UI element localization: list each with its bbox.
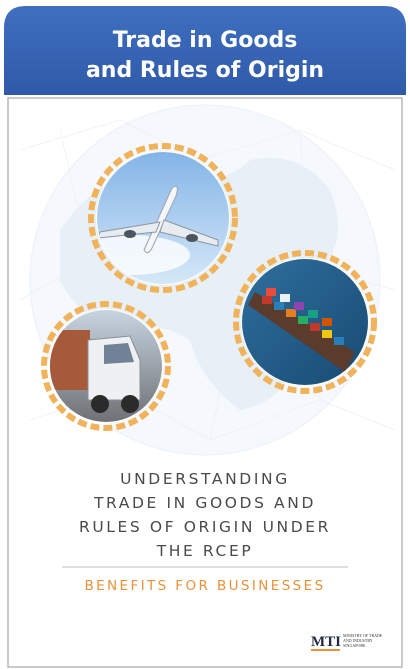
logo-underline (311, 649, 340, 651)
header-bar (4, 6, 406, 95)
logo-name-line: MINISTRY OF TRADE (343, 633, 383, 638)
cover-heading-line: UNDERSTANDING (120, 470, 290, 488)
title-line: and Rules of Origin (86, 58, 324, 83)
cover-heading-line: THE RCEP (156, 542, 254, 560)
logo-name-line: AND INDUSTRY (343, 638, 373, 643)
cover-subheading: BENEFITS FOR BUSINESSES (84, 578, 325, 594)
truck-image (41, 301, 171, 431)
mti-logo: MTI MINISTRY OF TRADE AND INDUSTRY SINGA… (311, 633, 383, 651)
title-line: Trade in Goods (113, 28, 298, 53)
logo-name-line: SINGAPORE (343, 643, 366, 648)
ship-image (233, 250, 377, 394)
logo-abbr: MTI (311, 634, 341, 650)
cover-heading-line: RULES OF ORIGIN UNDER (79, 518, 331, 536)
cover-heading-line: TRADE IN GOODS AND (93, 494, 316, 512)
